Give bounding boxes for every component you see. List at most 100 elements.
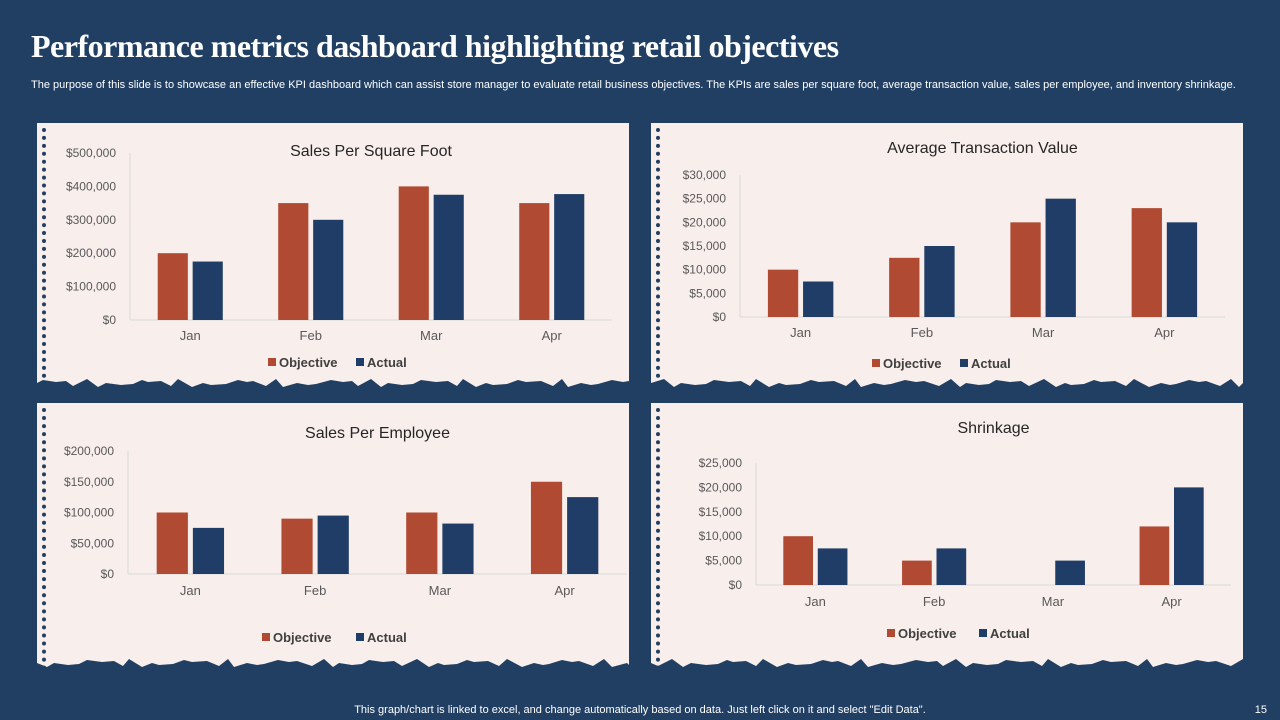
legend-label-actual: Actual <box>367 355 407 370</box>
y-tick-label: $15,000 <box>683 239 727 253</box>
legend-swatch-actual <box>960 359 968 367</box>
bar-actual-mar[interactable] <box>442 523 474 574</box>
legend-swatch-objective <box>872 359 880 367</box>
x-tick-label: Jan <box>180 583 201 598</box>
bar-actual-jan[interactable] <box>803 281 834 318</box>
legend-swatch-actual <box>356 358 364 366</box>
bar-objective-jan[interactable] <box>767 269 799 317</box>
y-tick-label: $10,000 <box>699 529 743 543</box>
y-tick-label: $0 <box>101 567 115 581</box>
y-tick-label: $30,000 <box>683 168 727 182</box>
y-tick-label: $200,000 <box>66 246 116 260</box>
bar-objective-jan[interactable] <box>156 512 188 575</box>
y-tick-label: $0 <box>729 578 743 592</box>
x-tick-label: Apr <box>555 583 576 598</box>
x-tick-label: Feb <box>304 583 326 598</box>
bar-objective-mar[interactable] <box>406 512 438 575</box>
y-tick-label: $0 <box>713 310 727 324</box>
y-tick-label: $100,000 <box>66 280 116 294</box>
x-tick-label: Mar <box>1042 594 1065 609</box>
y-tick-label: $200,000 <box>64 444 114 458</box>
bar-actual-mar[interactable] <box>1045 198 1076 317</box>
legend-label-actual: Actual <box>367 630 407 645</box>
torn-edge <box>37 379 629 391</box>
y-tick-label: $5,000 <box>689 286 726 300</box>
x-tick-label: Feb <box>923 594 945 609</box>
bar-actual-apr[interactable] <box>567 497 599 574</box>
bar-objective-feb[interactable] <box>902 560 932 585</box>
torn-edge <box>651 659 1243 671</box>
chart-card-average-transaction-value[interactable]: Average Transaction Value $0 $5,000 $10,000… <box>651 123 1243 391</box>
bar-actual-feb[interactable] <box>924 246 955 317</box>
bar-objective-feb[interactable] <box>278 203 309 320</box>
bar-objective-apr[interactable] <box>1139 526 1170 585</box>
bar-actual-apr[interactable] <box>1174 487 1204 585</box>
x-tick-label: Jan <box>180 328 201 343</box>
y-tick-label: $50,000 <box>71 536 115 550</box>
bar-objective-mar[interactable] <box>1010 222 1041 317</box>
y-tick-label: $400,000 <box>66 179 116 193</box>
y-tick-label: $20,000 <box>683 215 727 229</box>
chart-card-sales-per-employee[interactable]: Sales Per Employee $0 $50,000 $100,000 $150,… <box>37 403 629 671</box>
legend-swatch-objective <box>262 633 270 641</box>
bar-actual-jan[interactable] <box>192 261 223 320</box>
x-tick-label: Jan <box>805 594 826 609</box>
bar-objective-feb[interactable] <box>889 257 920 317</box>
y-tick-label: $15,000 <box>699 505 743 519</box>
torn-edge <box>651 379 1243 391</box>
x-tick-label: Feb <box>911 325 933 340</box>
chart-title: Sales Per Square Foot <box>290 143 452 160</box>
torn-edge <box>37 659 629 671</box>
bar-actual-feb[interactable] <box>317 515 349 574</box>
chart-title: Average Transaction Value <box>887 140 1078 157</box>
legend-label-actual: Actual <box>971 356 1011 371</box>
bar-objective-apr[interactable] <box>1131 208 1162 317</box>
bar-actual-feb[interactable] <box>313 219 344 320</box>
dotted-border <box>42 408 46 670</box>
bar-actual-jan[interactable] <box>817 548 848 585</box>
chart-card-shrinkage[interactable]: Shrinkage $0 $5,000 $10,000 $15,000 $20,000 $2… <box>651 403 1243 671</box>
y-tick-label: $10,000 <box>683 263 727 277</box>
bar-objective-jan[interactable] <box>157 253 188 320</box>
bar-actual-mar[interactable] <box>1055 560 1085 585</box>
legend-label-objective: Objective <box>279 355 338 370</box>
x-tick-label: Apr <box>1154 325 1175 340</box>
page-subtitle: The purpose of this slide is to showcase… <box>31 79 1236 91</box>
bar-actual-apr[interactable] <box>1166 222 1198 317</box>
bar-actual-apr[interactable] <box>554 194 585 320</box>
legend-label-objective: Objective <box>883 356 942 371</box>
legend-label-objective: Objective <box>273 630 332 645</box>
page-number: 15 <box>1254 704 1267 716</box>
bar-chart: Shrinkage $0 $5,000 $10,000 $15,000 $20,000 $2… <box>651 420 1243 671</box>
bar-chart: Sales Per Employee $0 $50,000 $100,000 $150,… <box>37 425 629 671</box>
legend-label-objective: Objective <box>898 626 957 641</box>
footer-note: This graph/chart is linked to excel, and… <box>354 704 926 716</box>
legend-swatch-actual <box>356 633 364 641</box>
bar-objective-jan[interactable] <box>783 536 813 585</box>
legend-swatch-objective <box>268 358 276 366</box>
bar-chart: Sales Per Square Foot $0 $100,000 $200,000 $… <box>37 143 629 391</box>
bar-objective-apr[interactable] <box>519 203 550 320</box>
legend-swatch-actual <box>979 629 987 637</box>
x-tick-label: Jan <box>790 325 811 340</box>
legend-label-actual: Actual <box>990 626 1030 641</box>
y-tick-label: $0 <box>103 313 117 327</box>
bar-objective-mar[interactable] <box>398 186 429 320</box>
y-tick-label: $300,000 <box>66 213 116 227</box>
bar-actual-feb[interactable] <box>936 548 967 585</box>
bar-actual-jan[interactable] <box>192 527 225 574</box>
bar-actual-mar[interactable] <box>433 194 464 320</box>
page-title: Performance metrics dashboard highlighti… <box>31 28 839 64</box>
x-tick-label: Apr <box>542 328 563 343</box>
chart-card-sales-per-square-foot[interactable]: Sales Per Square Foot $0 $100,000 $200,000 $… <box>37 123 629 391</box>
dotted-border <box>656 128 660 386</box>
bar-objective-apr[interactable] <box>530 481 563 574</box>
x-tick-label: Mar <box>420 328 443 343</box>
x-tick-label: Apr <box>1162 594 1183 609</box>
bar-objective-feb[interactable] <box>281 518 313 574</box>
bar-chart: Average Transaction Value $0 $5,000 $10,000… <box>651 140 1243 391</box>
x-tick-label: Mar <box>1032 325 1055 340</box>
legend-swatch-objective <box>887 629 895 637</box>
y-tick-label: $150,000 <box>64 475 114 489</box>
y-tick-label: $25,000 <box>699 456 743 470</box>
